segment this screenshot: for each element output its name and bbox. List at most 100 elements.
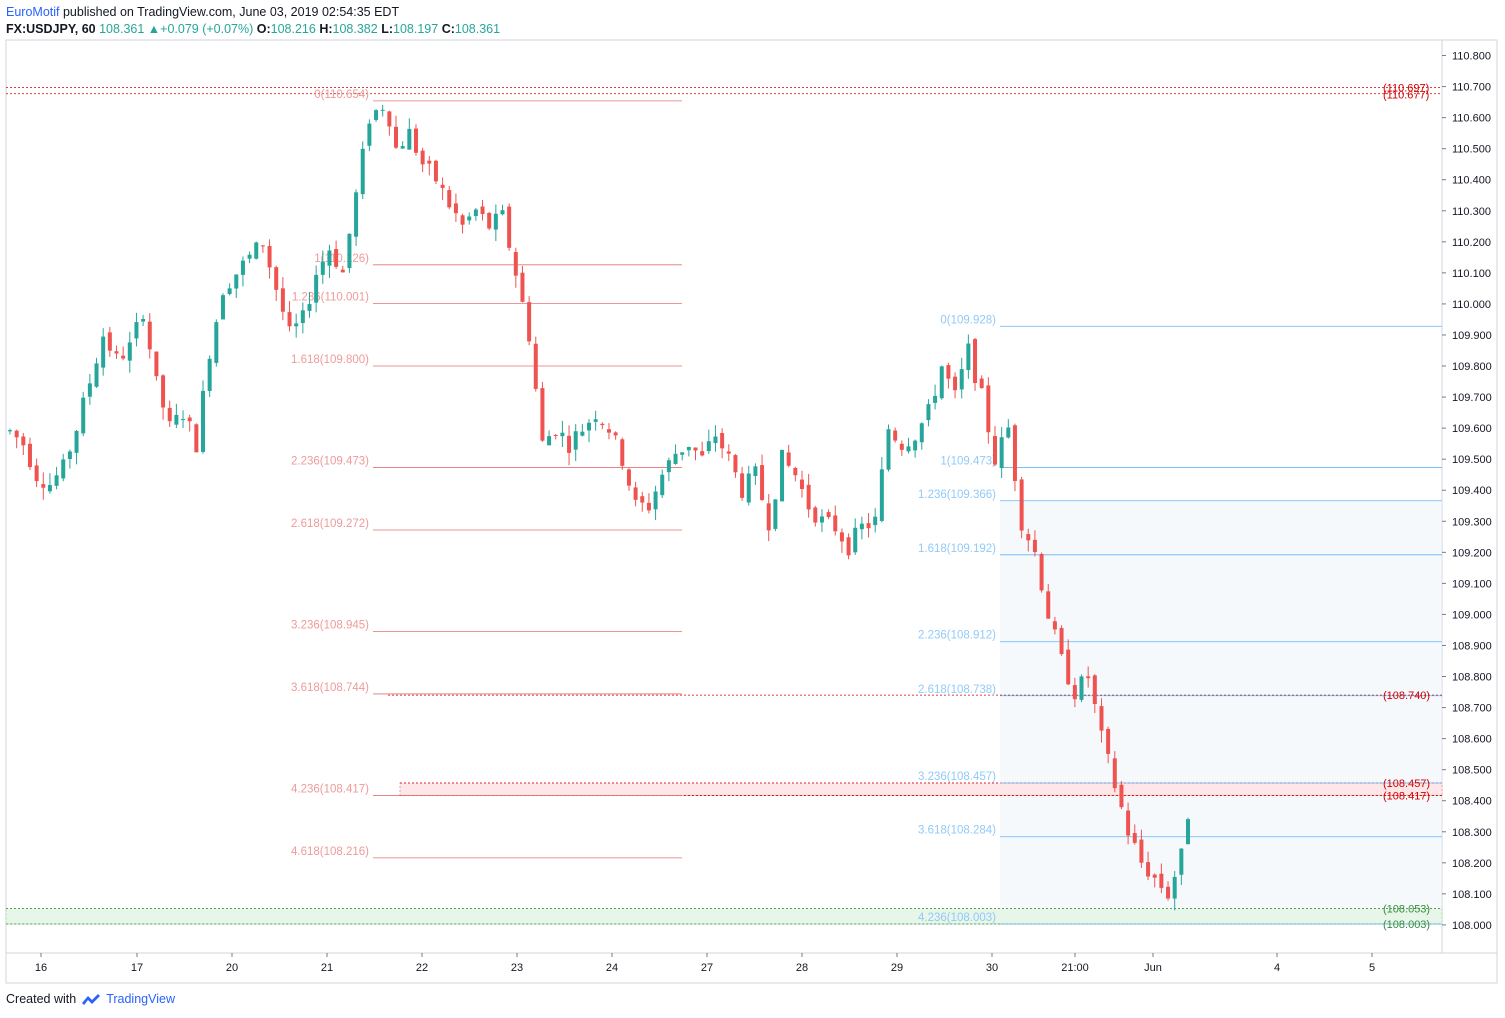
candle-body bbox=[1152, 874, 1157, 878]
candle-body bbox=[394, 126, 399, 148]
candle-body bbox=[181, 419, 186, 421]
candle-body bbox=[547, 436, 552, 446]
candle-body bbox=[500, 210, 505, 215]
candle-body bbox=[999, 437, 1004, 469]
candle-body bbox=[247, 254, 252, 259]
candle-body bbox=[706, 441, 711, 452]
tradingview-logo-icon bbox=[82, 994, 101, 1005]
y-tick-label: 108.000 bbox=[1452, 920, 1492, 932]
fib-extension-2-shade bbox=[1000, 500, 1442, 924]
candle-body bbox=[447, 190, 452, 208]
candle-body bbox=[214, 322, 219, 363]
author-link[interactable]: EuroMotif bbox=[6, 5, 60, 19]
fib2-level-label: 4.236(108.003) bbox=[918, 912, 996, 924]
candle-body bbox=[587, 422, 592, 431]
candle-body bbox=[161, 375, 166, 408]
candle-body bbox=[300, 310, 305, 324]
candle-body bbox=[507, 206, 512, 248]
candle-body bbox=[560, 432, 565, 437]
candle-body bbox=[141, 319, 146, 322]
candle-body bbox=[939, 366, 944, 399]
candle-body bbox=[387, 111, 392, 127]
fib2-level-label: 2.236(108.912) bbox=[918, 630, 996, 642]
price-level-label: (108.053) bbox=[1383, 903, 1430, 915]
x-tick-label: 27 bbox=[701, 962, 713, 974]
candle-body bbox=[992, 435, 997, 465]
y-tick-label: 110.500 bbox=[1452, 144, 1491, 156]
candle-body bbox=[147, 321, 152, 350]
candle-body bbox=[121, 355, 126, 359]
symbol-label[interactable]: FX:USDJPY, 60 bbox=[6, 22, 96, 36]
price-level-label: (108.457) bbox=[1383, 778, 1430, 790]
low-label: L: bbox=[381, 22, 394, 36]
candle-body bbox=[700, 451, 705, 456]
candle-body bbox=[567, 435, 572, 453]
candle-body bbox=[553, 435, 558, 437]
candle-body bbox=[959, 369, 964, 390]
fib1-level-label: 4.618(108.216) bbox=[291, 846, 369, 858]
y-tick-label: 110.800 bbox=[1452, 51, 1491, 63]
candle-body bbox=[1086, 676, 1091, 679]
candle-body bbox=[646, 502, 651, 511]
candle-body bbox=[1106, 728, 1111, 754]
y-tick-label: 108.600 bbox=[1452, 734, 1492, 746]
y-tick-label: 109.900 bbox=[1452, 330, 1492, 342]
candle-body bbox=[1046, 591, 1051, 619]
candle-body bbox=[720, 433, 725, 449]
candle-body bbox=[793, 468, 798, 476]
fib2-level-label: 3.236(108.457) bbox=[918, 771, 996, 783]
candle-body bbox=[899, 443, 904, 450]
price-level-label: (110.697) bbox=[1383, 83, 1429, 95]
candle-body bbox=[360, 148, 365, 195]
candle-body bbox=[407, 128, 412, 150]
y-tick-label: 109.300 bbox=[1452, 516, 1492, 528]
candle-body bbox=[473, 209, 478, 216]
y-tick-label: 108.700 bbox=[1452, 703, 1492, 715]
candle-body bbox=[600, 423, 605, 426]
x-tick-label: 22 bbox=[416, 962, 428, 974]
candle-body bbox=[1119, 784, 1124, 808]
chart-header: EuroMotif published on TradingView.com, … bbox=[6, 4, 500, 38]
x-tick-label: 23 bbox=[511, 962, 523, 974]
candle-body bbox=[467, 216, 472, 221]
open-value: 108.216 bbox=[270, 22, 316, 36]
y-tick-label: 110.100 bbox=[1452, 268, 1491, 280]
low-value: 108.197 bbox=[393, 22, 439, 36]
candle-body bbox=[839, 532, 844, 542]
candle-body bbox=[1186, 819, 1190, 845]
publish-info: EuroMotif published on TradingView.com, … bbox=[6, 4, 500, 21]
candle-body bbox=[626, 469, 631, 486]
candle-body bbox=[127, 342, 132, 361]
tradingview-brand[interactable]: TradingView bbox=[106, 992, 175, 1006]
candle-body bbox=[107, 332, 112, 351]
fib1-level-label: 4.236(108.417) bbox=[291, 783, 369, 795]
candle-body bbox=[986, 385, 991, 433]
fib2-level-label: 1(109.473) bbox=[940, 456, 996, 468]
footer: Created with TradingView bbox=[6, 992, 175, 1006]
candle-body bbox=[533, 343, 538, 389]
publish-text: published on TradingView.com, June 03, 2… bbox=[62, 5, 400, 19]
candle-body bbox=[194, 424, 199, 453]
candle-body bbox=[307, 304, 312, 311]
candle-body bbox=[1026, 534, 1031, 541]
x-tick-label: 17 bbox=[131, 962, 143, 974]
fib1-level-label: 2.618(109.272) bbox=[291, 518, 369, 530]
candle-body bbox=[1052, 621, 1057, 630]
candle-body bbox=[913, 440, 918, 451]
candle-body bbox=[786, 452, 791, 466]
candle-body bbox=[267, 246, 272, 268]
candle-body bbox=[1019, 479, 1024, 531]
candle-body bbox=[340, 269, 345, 273]
fib2-level-label: 2.618(108.738) bbox=[918, 684, 996, 696]
candle-body bbox=[1032, 539, 1037, 553]
candle-body bbox=[973, 339, 978, 384]
candle-body bbox=[227, 288, 232, 295]
candle-body bbox=[766, 503, 771, 531]
candle-body bbox=[1166, 886, 1171, 899]
y-tick-label: 110.600 bbox=[1452, 113, 1491, 125]
close-value: 108.361 bbox=[454, 22, 501, 36]
candle-body bbox=[1039, 553, 1044, 591]
price-level-label: (108.740) bbox=[1383, 690, 1430, 702]
price-level-label: (110.677) bbox=[1383, 90, 1429, 102]
